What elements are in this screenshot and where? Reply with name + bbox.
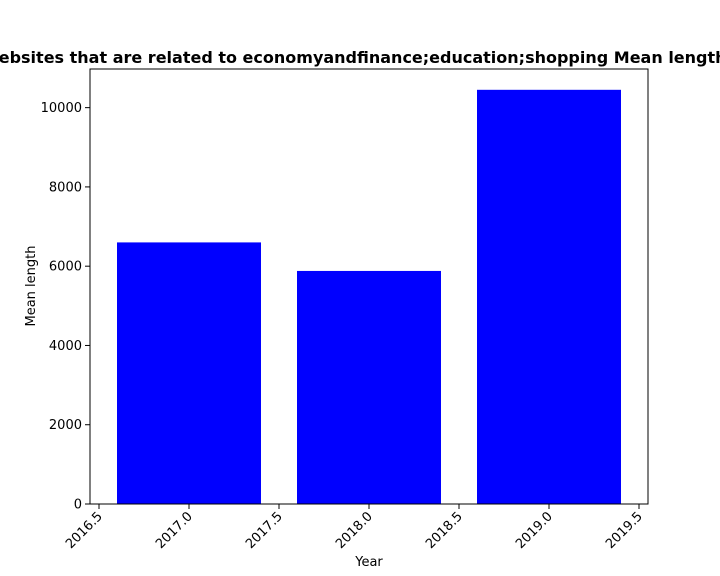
x-tick-label-1: 2017.0 bbox=[153, 509, 196, 552]
x-axis-label: Year bbox=[354, 555, 383, 570]
bar-2017 bbox=[117, 242, 261, 505]
x-tick-label-3: 2018.0 bbox=[333, 509, 376, 552]
chart-title: Mean Length of Websites that are related… bbox=[0, 48, 720, 67]
bar-2018 bbox=[297, 270, 441, 504]
y-axis-label: Mean length bbox=[24, 246, 39, 327]
bar-2019 bbox=[477, 89, 621, 504]
x-tick-label-4: 2018.5 bbox=[423, 509, 466, 552]
x-tick-label-0: 2016.5 bbox=[63, 509, 106, 552]
y-tick-label-5: 10000 bbox=[41, 101, 82, 116]
x-axis-ticks: 2016.5 2017.0 2017.5 2018.0 2018.5 2019.0 2019… bbox=[63, 504, 646, 552]
y-tick-label-0: 0 bbox=[74, 498, 82, 513]
x-tick-label-2: 2017.5 bbox=[243, 509, 286, 552]
x-tick-label-6: 2019.5 bbox=[603, 509, 646, 552]
y-tick-label-1: 2000 bbox=[49, 418, 82, 433]
y-axis-ticks: 0 2000 4000 6000 8000 10000 bbox=[41, 101, 90, 513]
y-tick-label-2: 4000 bbox=[49, 339, 82, 354]
x-tick-label-5: 2019.0 bbox=[513, 509, 556, 552]
y-tick-label-3: 6000 bbox=[49, 260, 82, 275]
y-tick-label-4: 8000 bbox=[49, 180, 82, 195]
bars-group bbox=[117, 89, 621, 505]
